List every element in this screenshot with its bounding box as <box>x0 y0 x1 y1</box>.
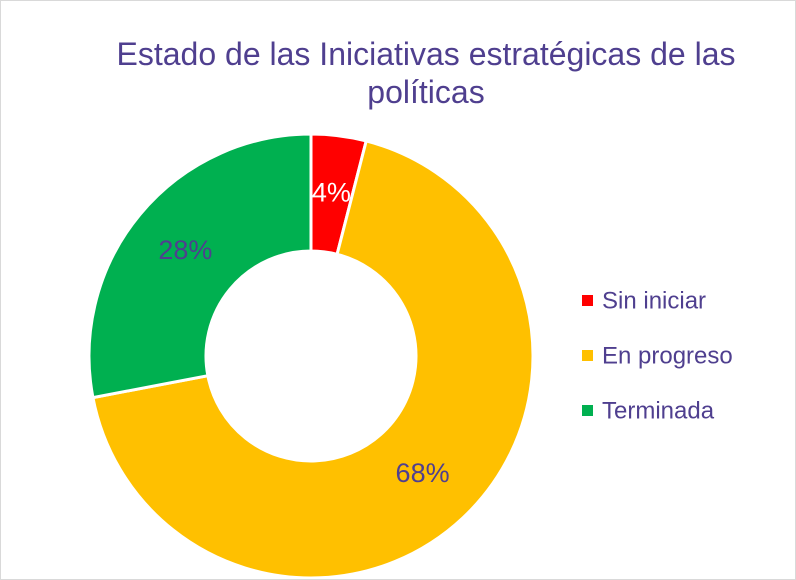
data-label: 28% <box>158 235 212 265</box>
legend-marker <box>582 405 593 416</box>
legend-label: Sin iniciar <box>602 287 706 314</box>
legend-marker <box>582 350 593 361</box>
chart-title: Estado de las Iniciativas estratégicas d… <box>116 36 736 110</box>
legend-marker <box>582 295 593 306</box>
donut-slice <box>91 139 535 579</box>
data-label: 4% <box>312 177 351 207</box>
data-label: 68% <box>396 458 450 488</box>
legend-label: Terminada <box>602 397 715 424</box>
legend-label: En progreso <box>602 342 733 369</box>
donut-slice <box>87 132 313 400</box>
